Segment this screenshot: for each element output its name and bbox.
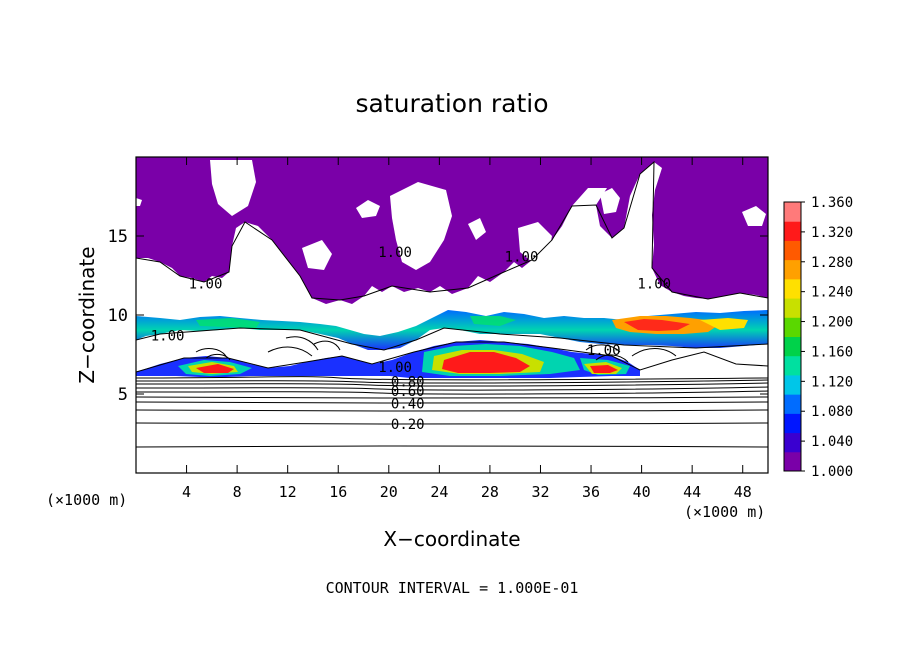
contour-label: 1.00 <box>637 276 671 292</box>
contour-line-4 <box>136 386 768 391</box>
colorbar-label: 1.240 <box>811 285 853 301</box>
colorbar-label: 1.120 <box>811 374 853 390</box>
colorbar-segment <box>784 336 801 357</box>
colorbar-segment <box>784 374 801 395</box>
x-unit-right: (×1000 m) <box>684 503 765 521</box>
contour-label: 0.60 <box>391 384 425 400</box>
colorbar-segment <box>784 355 801 376</box>
colorbar: 1.000 1.040 1.080 1.120 1.160 1.200 1.240 1.280… <box>783 195 853 480</box>
contour-label: 0.40 <box>391 396 425 412</box>
contour-label: 1.00 <box>151 329 185 345</box>
x-tick-label: 28 <box>481 483 499 501</box>
peak-supersaturation-patch <box>442 352 530 373</box>
contour-outline-low <box>136 341 768 373</box>
contour-line-1 <box>136 376 768 381</box>
contour-line-5 <box>136 390 768 395</box>
contour-interval-note: CONTOUR INTERVAL = 1.000E-01 <box>326 579 579 597</box>
colorbar-label: 1.000 <box>811 464 853 480</box>
colorbar-label: 1.280 <box>811 255 853 271</box>
colorbar-segment <box>784 259 801 280</box>
colorbar-segment <box>784 202 801 222</box>
colorbar-segment <box>784 432 801 453</box>
colorbar-segment <box>784 240 801 261</box>
saturation-field: 0.200.400.600.801.001.001.001.00 1.001.00… <box>136 157 768 473</box>
x-tick-label: 16 <box>329 483 347 501</box>
contour-label: 0.20 <box>391 417 425 433</box>
colorbar-label: 1.160 <box>811 344 853 360</box>
x-tick-label: 8 <box>233 483 242 501</box>
colorbar-segment <box>784 413 801 434</box>
colorbar-segment <box>784 317 801 337</box>
contour-outline-upper <box>136 160 768 301</box>
x-tick-label: 40 <box>633 483 651 501</box>
contour-line-10 <box>136 445 768 448</box>
contour-label: 1.00 <box>378 245 412 261</box>
y-tick-label: 10 <box>108 306 128 326</box>
colorbar-label: 1.080 <box>811 404 853 420</box>
x-tick-label: 44 <box>683 483 701 501</box>
colorbar-segment <box>784 278 801 299</box>
x-tick-label: 36 <box>582 483 600 501</box>
x-tick-label: 24 <box>430 483 448 501</box>
colorbar-segment <box>784 394 801 414</box>
colorbar-frame <box>783 201 802 472</box>
colorbar-label: 1.040 <box>811 434 853 450</box>
y-tick-label: 15 <box>108 227 128 247</box>
x-axis-ticks: 4 8 12 16 20 24 28 32 36 40 44 48 <box>182 157 752 501</box>
chart-title: saturation ratio <box>355 89 548 118</box>
contour-line-6 <box>136 396 768 399</box>
colorbar-label: 1.360 <box>811 195 853 211</box>
mid-level-band <box>136 310 768 350</box>
contour-line-2 <box>136 379 768 384</box>
contour-line-8 <box>136 409 768 412</box>
contour-label-group: 0.200.400.600.801.001.001.001.00 1.001.00… <box>151 245 671 433</box>
y-axis-ticks: 5 10 15 <box>108 227 768 405</box>
x-unit-left: (×1000 m) <box>46 491 127 509</box>
contour-label: 1.00 <box>189 276 223 292</box>
colorbar-segment <box>784 298 801 318</box>
x-tick-label: 32 <box>531 483 549 501</box>
contour-line-3 <box>136 382 768 387</box>
contour-label: 0.80 <box>391 374 425 390</box>
contour-label: 1.00 <box>587 343 621 359</box>
x-axis-label: X−coordinate <box>383 527 520 551</box>
contour-outline-band <box>136 327 768 351</box>
x-tick-label: 12 <box>279 483 297 501</box>
contour-line-9 <box>136 422 768 425</box>
x-tick-label: 20 <box>380 483 398 501</box>
y-tick-label: 5 <box>118 385 128 405</box>
contour-line-7 <box>136 401 768 404</box>
colorbar-label: 1.200 <box>811 315 853 331</box>
colorbar-segment <box>784 451 801 472</box>
x-tick-label: 48 <box>734 483 752 501</box>
y-axis-label: Z−coordinate <box>75 246 99 383</box>
colorbar-label: 1.320 <box>811 225 853 241</box>
colorbar-segment <box>784 221 801 241</box>
contour-label: 1.00 <box>505 250 539 266</box>
contour-label: 1.00 <box>378 360 412 376</box>
x-tick-label: 4 <box>182 483 191 501</box>
